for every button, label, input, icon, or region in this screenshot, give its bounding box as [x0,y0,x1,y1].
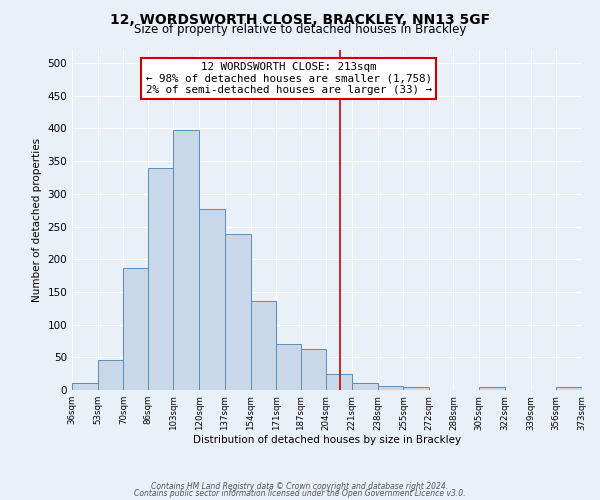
Text: Contains HM Land Registry data © Crown copyright and database right 2024.: Contains HM Land Registry data © Crown c… [151,482,449,491]
Bar [403,386,429,390]
Bar [173,130,199,390]
Y-axis label: Number of detached properties: Number of detached properties [32,138,42,302]
Text: Contains public sector information licensed under the Open Government Licence v3: Contains public sector information licen… [134,488,466,498]
Text: 12 WORDSWORTH CLOSE: 213sqm
← 98% of detached houses are smaller (1,758)
2% of s: 12 WORDSWORTH CLOSE: 213sqm ← 98% of det… [146,62,432,95]
Bar [277,344,301,390]
Bar [479,386,505,390]
Bar [225,234,251,390]
X-axis label: Distribution of detached houses by size in Brackley: Distribution of detached houses by size … [193,436,461,446]
Bar [251,301,277,390]
Bar [98,360,124,390]
Bar [326,374,352,390]
Bar [301,350,326,390]
Bar [377,386,403,390]
Bar [124,268,148,390]
Bar [352,383,377,390]
Text: 12, WORDSWORTH CLOSE, BRACKLEY, NN13 5GF: 12, WORDSWORTH CLOSE, BRACKLEY, NN13 5GF [110,12,490,26]
Text: Size of property relative to detached houses in Brackley: Size of property relative to detached ho… [134,22,466,36]
Bar [199,209,225,390]
Bar [148,168,173,390]
Bar [556,386,582,390]
Bar [72,384,98,390]
